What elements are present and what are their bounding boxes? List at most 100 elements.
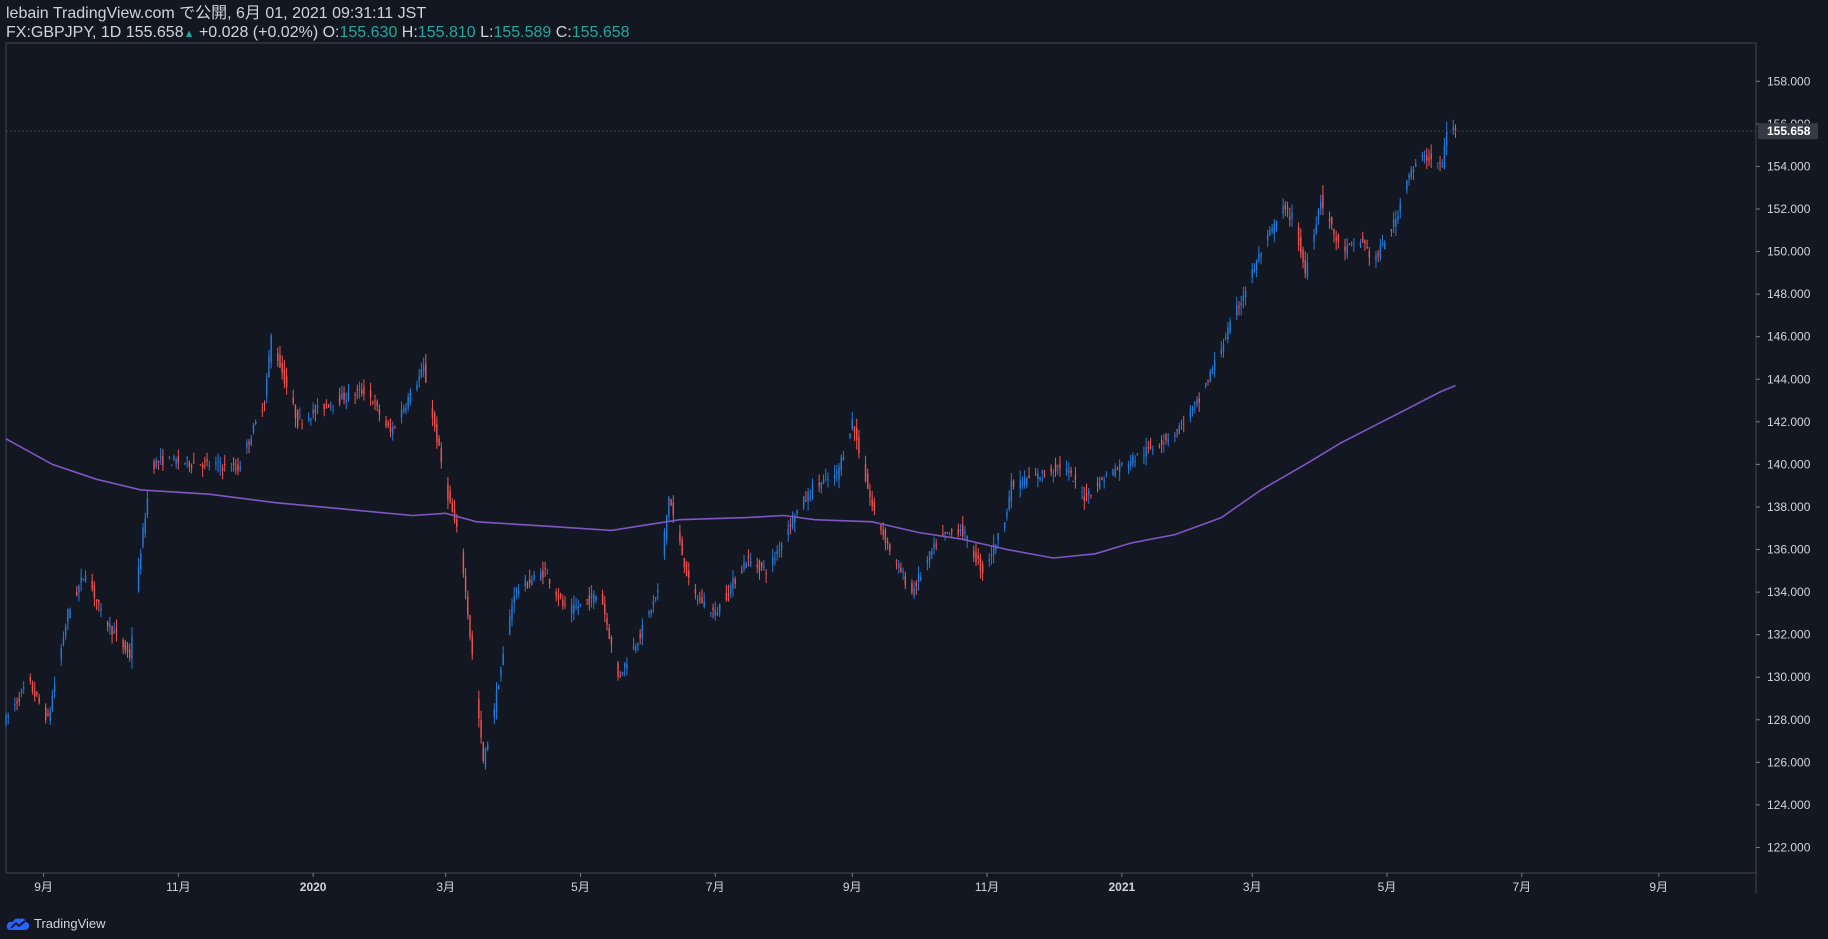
candle-body	[115, 628, 118, 633]
candle-body	[16, 701, 18, 704]
candle-body	[1445, 130, 1448, 147]
candle-body	[1070, 469, 1072, 473]
candle-body	[946, 532, 949, 534]
candle-body	[765, 573, 767, 575]
candle-body	[82, 578, 85, 580]
candle-body	[106, 622, 109, 627]
price-axis[interactable]: 122.000 124.000 126.000 128.000 130.000 132.0…	[1756, 74, 1811, 854]
candle-body	[855, 427, 858, 441]
candle-body	[1291, 212, 1293, 219]
candle-body	[498, 686, 500, 690]
time-axis[interactable]: 9月 11月 2020 3月 5月 7月 9月 11月 2021 3月 5月 7月 9月	[34, 873, 1668, 894]
candle-body	[995, 545, 997, 551]
candle-body	[575, 606, 577, 609]
candle-body	[621, 671, 624, 675]
candle-body	[889, 544, 891, 552]
candle-body	[822, 479, 825, 485]
candle-body	[926, 559, 929, 563]
candle-body	[1377, 253, 1379, 255]
candle-body	[1143, 455, 1145, 458]
candle-body	[327, 404, 330, 408]
candles-layer	[5, 119, 1457, 770]
candle-body	[1441, 165, 1443, 168]
candle-body	[188, 462, 191, 467]
candle-body	[1004, 522, 1006, 529]
candle-body	[573, 604, 575, 614]
last-price-tag-bg	[1758, 123, 1818, 140]
candle-body	[1054, 463, 1057, 472]
plot-frame	[5, 42, 1757, 893]
candle-body	[129, 650, 131, 658]
candle-body	[1178, 425, 1181, 435]
candle-body	[502, 653, 504, 666]
candle-body	[1452, 126, 1455, 130]
candle-body	[962, 524, 964, 536]
candle-body	[418, 376, 420, 381]
candle-body	[199, 464, 202, 466]
candle-body	[341, 393, 343, 400]
candle-body	[1348, 243, 1351, 245]
candle-body	[122, 640, 124, 647]
candle-body	[193, 462, 195, 464]
candle-body	[1426, 155, 1428, 161]
candle-body	[747, 555, 750, 559]
candle-body	[14, 703, 16, 706]
candle-body	[1251, 269, 1253, 278]
candle-body	[1083, 496, 1086, 501]
candle-body	[657, 590, 659, 593]
candle-body	[531, 580, 533, 586]
candle-body	[237, 464, 239, 472]
candle-body	[579, 603, 582, 605]
candle-body	[345, 399, 347, 402]
candle-body	[778, 550, 781, 552]
candle-body	[992, 543, 995, 555]
candle-body	[1302, 249, 1304, 263]
candle-body	[1085, 493, 1088, 498]
candle-body	[524, 579, 526, 587]
candle-body	[1160, 439, 1163, 445]
candle-body	[1244, 290, 1247, 298]
candle-body	[1081, 491, 1083, 493]
candle-body	[323, 403, 325, 410]
candle-body	[900, 567, 902, 573]
candle-body	[1319, 201, 1322, 209]
candle-body	[1090, 495, 1092, 497]
price-tick-label: 138.000	[1767, 500, 1811, 514]
candle-body	[942, 533, 944, 535]
time-tick-label: 2020	[300, 880, 327, 894]
candle-body	[933, 542, 935, 549]
candle-body	[988, 559, 990, 562]
plot-border	[5, 42, 1757, 874]
candle-body	[840, 457, 842, 472]
candle-body	[126, 645, 129, 653]
candle-body	[966, 536, 968, 541]
candle-body	[1331, 216, 1333, 225]
candle-body	[20, 689, 23, 693]
candle-body	[981, 564, 984, 574]
candle-body	[1392, 219, 1395, 227]
candle-body	[635, 646, 637, 651]
candle-body	[356, 389, 359, 391]
candle-body	[517, 590, 520, 595]
candle-body	[405, 407, 407, 411]
candle-body	[29, 677, 32, 682]
candle-body	[601, 593, 604, 605]
candle-body	[347, 391, 350, 399]
candle-body	[1211, 368, 1214, 374]
candle-body	[1068, 471, 1070, 473]
price-change: +0.028 (+0.02%)	[198, 24, 319, 41]
candle-body	[1315, 224, 1318, 235]
candle-body	[997, 533, 999, 541]
candle-body	[610, 637, 613, 644]
candle-body	[1167, 439, 1169, 442]
price-tick-label: 122.000	[1767, 840, 1811, 854]
candle-body	[789, 524, 792, 527]
candle-body	[469, 615, 471, 637]
candle-body	[111, 626, 113, 635]
candle-body	[1353, 244, 1355, 246]
candle-body	[1220, 349, 1222, 354]
candle-body	[1304, 260, 1306, 274]
brand-footer[interactable]: TradingView	[6, 916, 106, 931]
candle-body	[343, 392, 345, 401]
